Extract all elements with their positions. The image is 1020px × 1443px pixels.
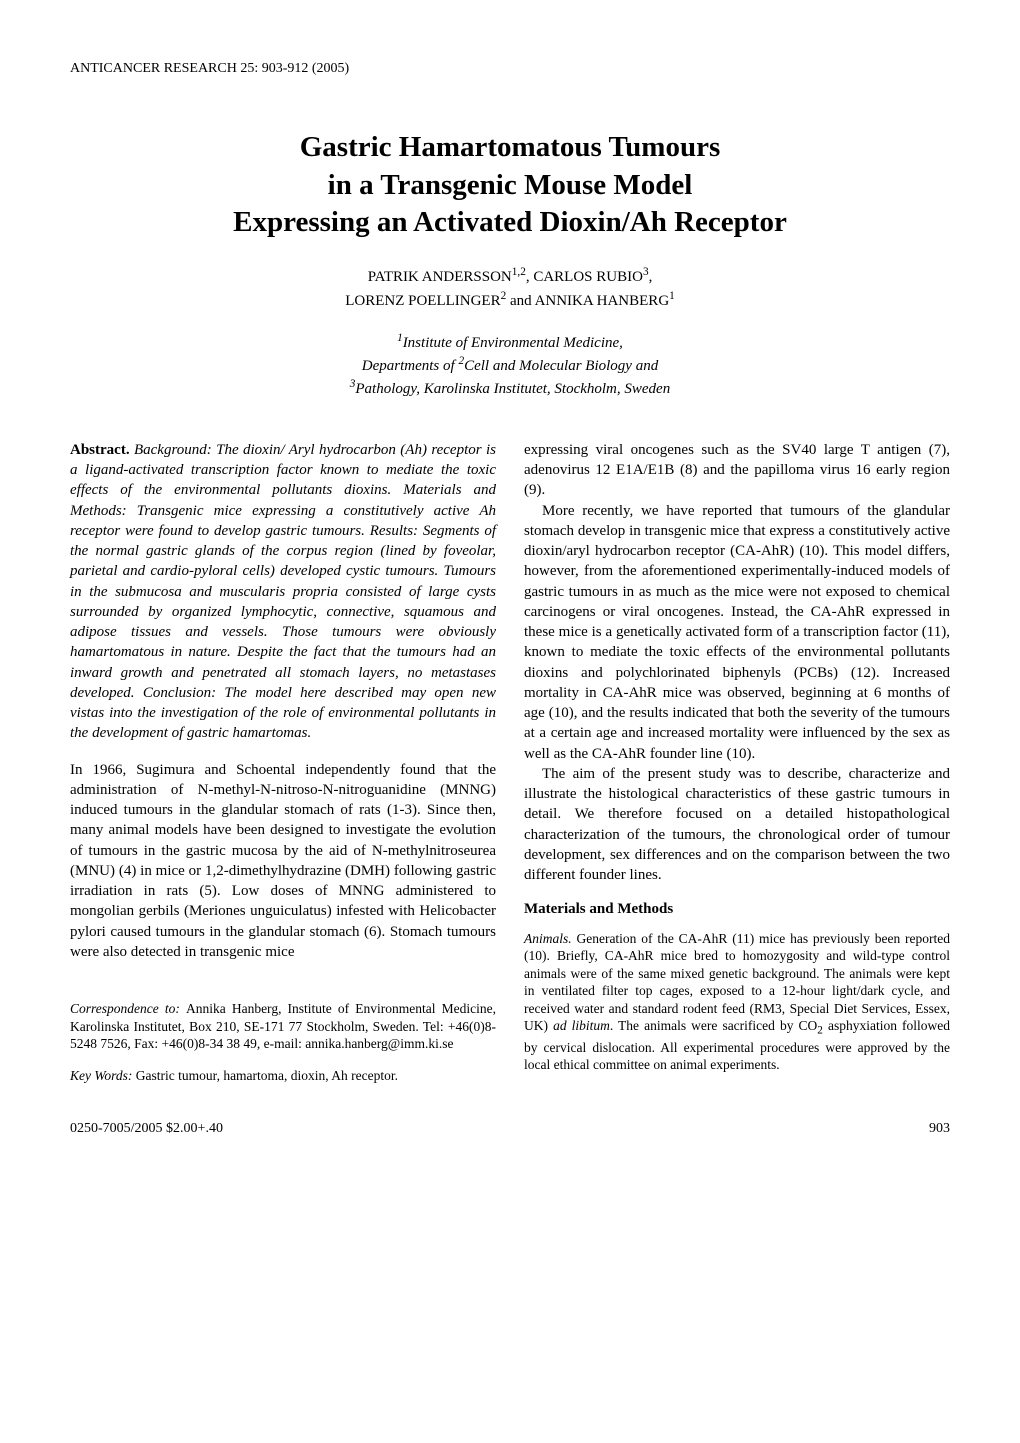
keywords-label: Key Words: [70, 1068, 136, 1083]
affiliations-block: 1Institute of Environmental Medicine, De… [70, 331, 950, 400]
author-3: LORENZ POELLINGER [345, 293, 500, 309]
author-4-affil: 1 [669, 290, 675, 302]
abstract-label: Abstract. [70, 442, 130, 458]
intro-paragraph-1: In 1966, Sugimura and Schoental independ… [70, 760, 496, 963]
keywords-block: Key Words: Gastric tumour, hamartoma, di… [70, 1067, 496, 1085]
author-sep-2: , [649, 269, 653, 285]
affil-line-3: Pathology, Karolinska Institutet, Stockh… [355, 381, 670, 397]
affil-line-2b: Cell and Molecular Biology and [464, 358, 658, 374]
author-1: PATRIK ANDERSSON [368, 269, 512, 285]
title-line-3: Expressing an Activated Dioxin/Ah Recept… [233, 206, 787, 238]
author-sep-1: , CARLOS RUBIO [526, 269, 643, 285]
methods-paragraph: Animals. Generation of the CA-AhR (11) m… [524, 930, 950, 1074]
abstract-paragraph: Abstract. Background: The dioxin/ Aryl h… [70, 440, 496, 744]
title-line-1: Gastric Hamartomatous Tumours [300, 131, 721, 163]
methods-text-c: . The animals were sacrificed by CO [610, 1018, 817, 1033]
right-column: expressing viral oncogenes such as the S… [524, 440, 950, 1084]
article-title: Gastric Hamartomatous Tumours in a Trans… [70, 129, 950, 242]
methods-subheading: Animals. [524, 931, 572, 946]
col2-paragraph-2: More recently, we have reported that tum… [524, 501, 950, 764]
correspondence-label: Correspondence to: [70, 1001, 186, 1016]
correspondence-block: Correspondence to: Annika Hanberg, Insti… [70, 1000, 496, 1053]
affil-line-1: Institute of Environmental Medicine, [403, 335, 623, 351]
footer-left: 0250-7005/2005 $2.00+.40 [70, 1120, 223, 1139]
methods-text-italic: ad libitum [553, 1018, 610, 1033]
footer-page-number: 903 [929, 1120, 950, 1139]
abstract-text: Background: The dioxin/ Aryl hydrocarbon… [70, 442, 496, 742]
affil-line-2a: Departments of [362, 358, 459, 374]
keywords-text: Gastric tumour, hamartoma, dioxin, Ah re… [136, 1068, 398, 1083]
authors-block: PATRIK ANDERSSON1,2, CARLOS RUBIO3, LORE… [70, 264, 950, 313]
journal-header: ANTICANCER RESEARCH 25: 903-912 (2005) [70, 60, 950, 79]
page-footer: 0250-7005/2005 $2.00+.40 903 [70, 1120, 950, 1139]
two-column-body: Abstract. Background: The dioxin/ Aryl h… [70, 440, 950, 1084]
materials-methods-heading: Materials and Methods [524, 899, 950, 919]
col2-paragraph-3: The aim of the present study was to desc… [524, 764, 950, 886]
author-1-affil: 1,2 [512, 266, 526, 278]
author-4: and ANNIKA HANBERG [506, 293, 669, 309]
title-line-2: in a Transgenic Mouse Model [328, 169, 693, 201]
col2-paragraph-1: expressing viral oncogenes such as the S… [524, 440, 950, 501]
left-column: Abstract. Background: The dioxin/ Aryl h… [70, 440, 496, 1084]
